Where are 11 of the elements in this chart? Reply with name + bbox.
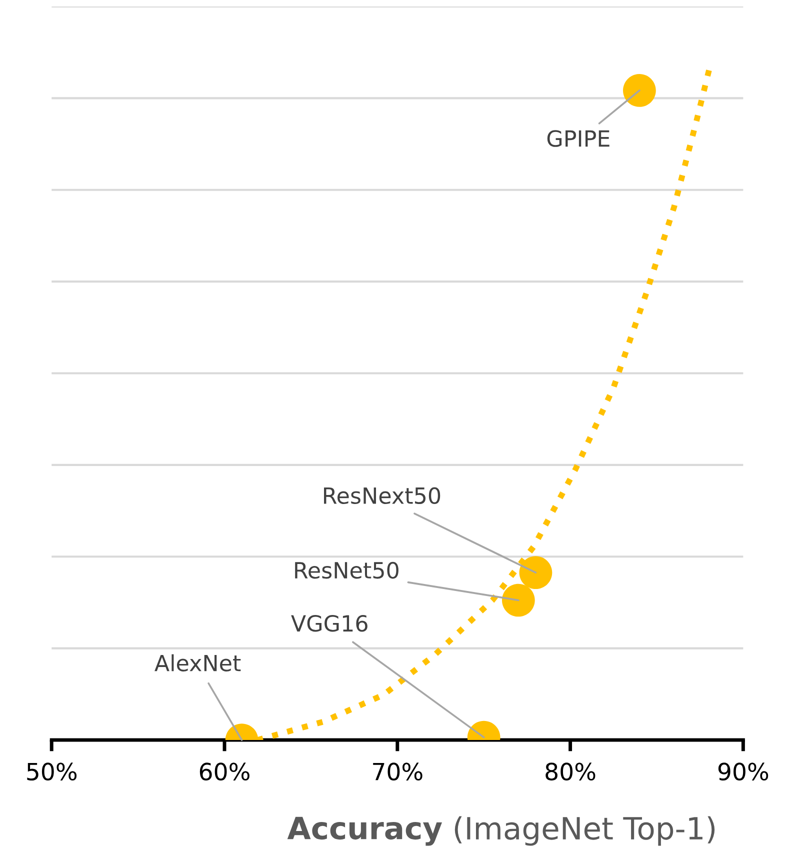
x-tick-label: 60% <box>200 762 250 781</box>
annotation: ResNext50 <box>324 487 440 504</box>
x-tick-label: 80% <box>546 762 596 781</box>
x-tick-label: 50% <box>27 762 77 781</box>
x-tick-label: 90% <box>718 762 768 781</box>
x-axis-title: Accuracy (ImageNet Top-1) <box>287 816 715 846</box>
annotation: ResNet50 <box>295 562 398 579</box>
annotation: VGG16 <box>291 614 368 632</box>
x-tick-label: 70% <box>373 762 422 781</box>
annotation: GPIPE <box>547 130 610 147</box>
annotation: AlexNet <box>154 654 241 672</box>
